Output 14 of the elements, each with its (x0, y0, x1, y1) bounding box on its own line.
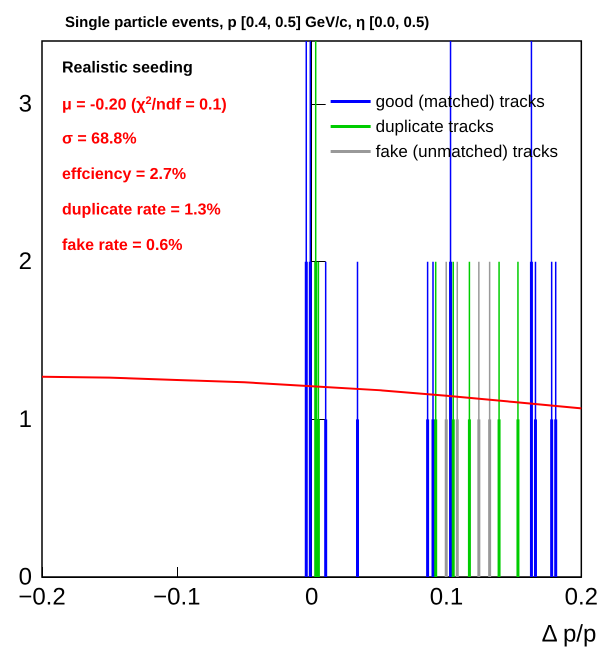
annotation: fake rate = 0.6% (62, 237, 183, 254)
chart-title: Single particle events, p [0.4, 0.5] GeV/c, η [0.0, 0.5) (65, 14, 430, 31)
y-tick-label: 3 (18, 90, 32, 118)
y-tick-label: 2 (18, 248, 32, 276)
annotation: Realistic seeding (62, 60, 193, 76)
x-axis-title: Δ p/p (542, 620, 596, 648)
x-tick-label: −0.1 (153, 584, 201, 610)
annotation: σ = 68.8% (62, 130, 137, 148)
annotation: effciency = 2.7% (62, 166, 186, 183)
x-tick-label: 0 (304, 584, 318, 610)
y-tick-label: 1 (18, 406, 32, 433)
x-tick-label: 0.1 (430, 584, 464, 610)
x-tick-label: 0.2 (564, 584, 598, 610)
annotation: duplicate rate = 1.3% (62, 202, 221, 218)
